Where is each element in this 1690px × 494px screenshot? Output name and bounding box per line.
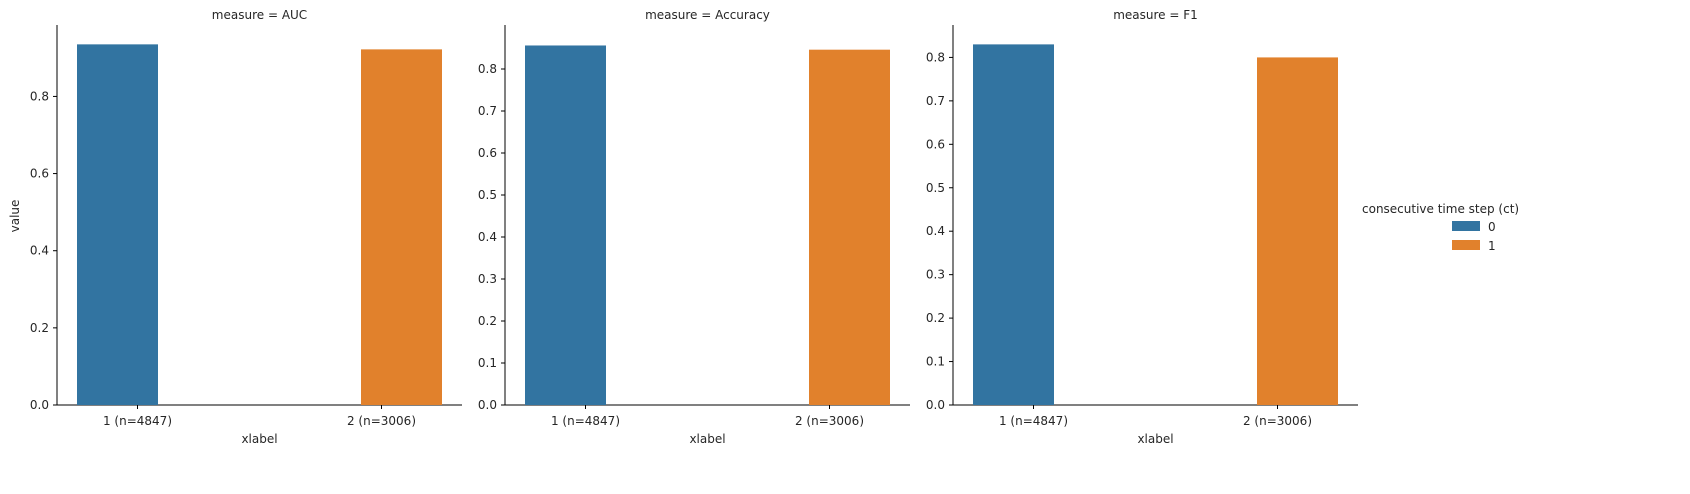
y-tick-label: 0.4: [478, 230, 497, 244]
y-tick-label: 0.0: [926, 398, 945, 412]
y-tick-label: 0.0: [478, 398, 497, 412]
y-tick-label: 0.6: [478, 146, 497, 160]
bar-ct-0: [525, 45, 606, 405]
y-tick-label: 0.1: [478, 356, 497, 370]
x-tick-label: 2 (n=3006): [1243, 414, 1312, 428]
y-tick-label: 0.1: [926, 355, 945, 369]
panel-title: measure = AUC: [212, 8, 307, 22]
legend-swatch-1: [1452, 240, 1480, 250]
y-tick-label: 0.8: [30, 89, 49, 103]
y-tick-label: 0.7: [478, 104, 497, 118]
y-tick-label: 0.0: [30, 398, 49, 412]
y-tick-label: 0.5: [926, 181, 945, 195]
y-tick-label: 0.2: [30, 321, 49, 335]
y-tick-label: 0.7: [926, 94, 945, 108]
y-tick-label: 0.4: [926, 224, 945, 238]
y-tick-label: 0.8: [478, 62, 497, 76]
bar-ct-0: [973, 44, 1054, 406]
y-axis-label: value: [8, 200, 22, 233]
y-tick-label: 0.4: [30, 244, 49, 258]
y-tick-label: 0.2: [926, 311, 945, 325]
y-tick-label: 0.3: [926, 268, 945, 282]
legend-swatch-0: [1452, 221, 1480, 231]
y-tick-label: 0.8: [926, 50, 945, 64]
legend-title: consecutive time step (ct): [1362, 202, 1519, 216]
legend-label: 1: [1488, 239, 1496, 253]
x-tick-label: 2 (n=3006): [795, 414, 864, 428]
x-tick-label: 1 (n=4847): [103, 414, 172, 428]
bar-ct-1: [809, 49, 890, 406]
x-tick-label: 1 (n=4847): [999, 414, 1068, 428]
y-tick-label: 0.3: [478, 272, 497, 286]
x-axis-label: xlabel: [1137, 432, 1173, 446]
y-tick-label: 0.6: [30, 167, 49, 181]
x-tick-label: 1 (n=4847): [551, 414, 620, 428]
legend-label: 0: [1488, 220, 1496, 234]
y-tick-label: 0.5: [478, 188, 497, 202]
bar-ct-1: [361, 49, 442, 405]
x-axis-label: xlabel: [241, 432, 277, 446]
panel-title: measure = F1: [1113, 8, 1198, 22]
x-tick-label: 2 (n=3006): [347, 414, 416, 428]
y-tick-label: 0.6: [926, 137, 945, 151]
bar-ct-1: [1257, 57, 1338, 406]
y-tick-label: 0.2: [478, 314, 497, 328]
panel-title: measure = Accuracy: [645, 8, 770, 22]
x-axis-label: xlabel: [689, 432, 725, 446]
bar-ct-0: [77, 44, 158, 405]
